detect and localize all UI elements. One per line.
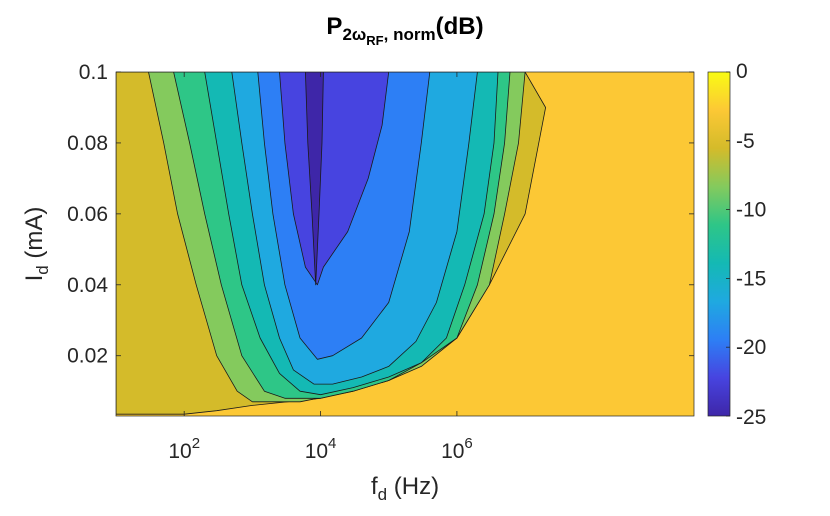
x-tick-exp-2: 6 [464,435,472,452]
x-tick-exp-1: 4 [328,435,336,452]
y-tick-label-3: 0.08 [67,132,108,155]
x-axis-ticks: 102 104 106 [168,72,473,463]
title-tail: (dB) [436,13,484,40]
colorbar: 0 -5 -10 -15 -20 -25 [707,60,766,429]
title-sub2: RF [366,33,383,48]
colorbar-tick-label-2: -10 [736,199,766,222]
x-tick-base-0: 10 [168,440,191,463]
x-tick-exp-0: 2 [192,435,200,452]
contour-region-7 [304,72,324,286]
x-axis-label-main: f [371,473,378,500]
title-mid: , norm [384,25,436,44]
y-axis-label-sub: d [33,265,52,274]
x-tick-label-0: 102 [168,435,200,463]
x-axis-label-sub: d [378,485,387,504]
colorbar-tick-label-0: 0 [736,60,748,83]
contour-regions [116,72,546,415]
title-main: P [326,13,342,40]
x-axis-label-tail: (Hz) [387,473,439,500]
colorbar-tick-label-4: -20 [736,336,766,359]
plot-area [116,72,694,416]
x-tick-base-1: 10 [305,440,328,463]
y-axis-label-main: I [21,275,48,282]
title-sub1: 2 [342,25,351,44]
colorbar-tick-label-5: -25 [736,406,766,429]
colorbar-tick-label-1: -5 [736,130,755,153]
colorbar-tick-label-3: -15 [736,267,766,290]
y-tick-label-4: 0.1 [79,61,108,84]
contour-region-6 [279,72,390,286]
x-axis-label: fd (Hz) [371,473,439,504]
colorbar-ticks: 0 -5 -10 -15 -20 -25 [726,60,766,429]
plot-frame [115,71,695,417]
x-tick-label-1: 104 [305,435,337,463]
x-tick-base-2: 10 [441,440,464,463]
y-tick-label-0: 0.02 [67,345,108,368]
y-tick-label-1: 0.04 [67,274,108,297]
y-axis-ticks: 0.02 0.04 0.06 0.08 0.1 [67,61,694,368]
y-axis-label: Id (mA) [21,207,52,282]
y-tick-label-2: 0.06 [67,203,108,226]
title-omega: ω [352,25,366,44]
x-tick-label-2: 106 [441,435,473,463]
y-axis-label-tail: (mA) [21,207,48,266]
chart-title: P2ωRF, norm(dB) [326,13,483,48]
colorbar-gradient [707,71,731,417]
